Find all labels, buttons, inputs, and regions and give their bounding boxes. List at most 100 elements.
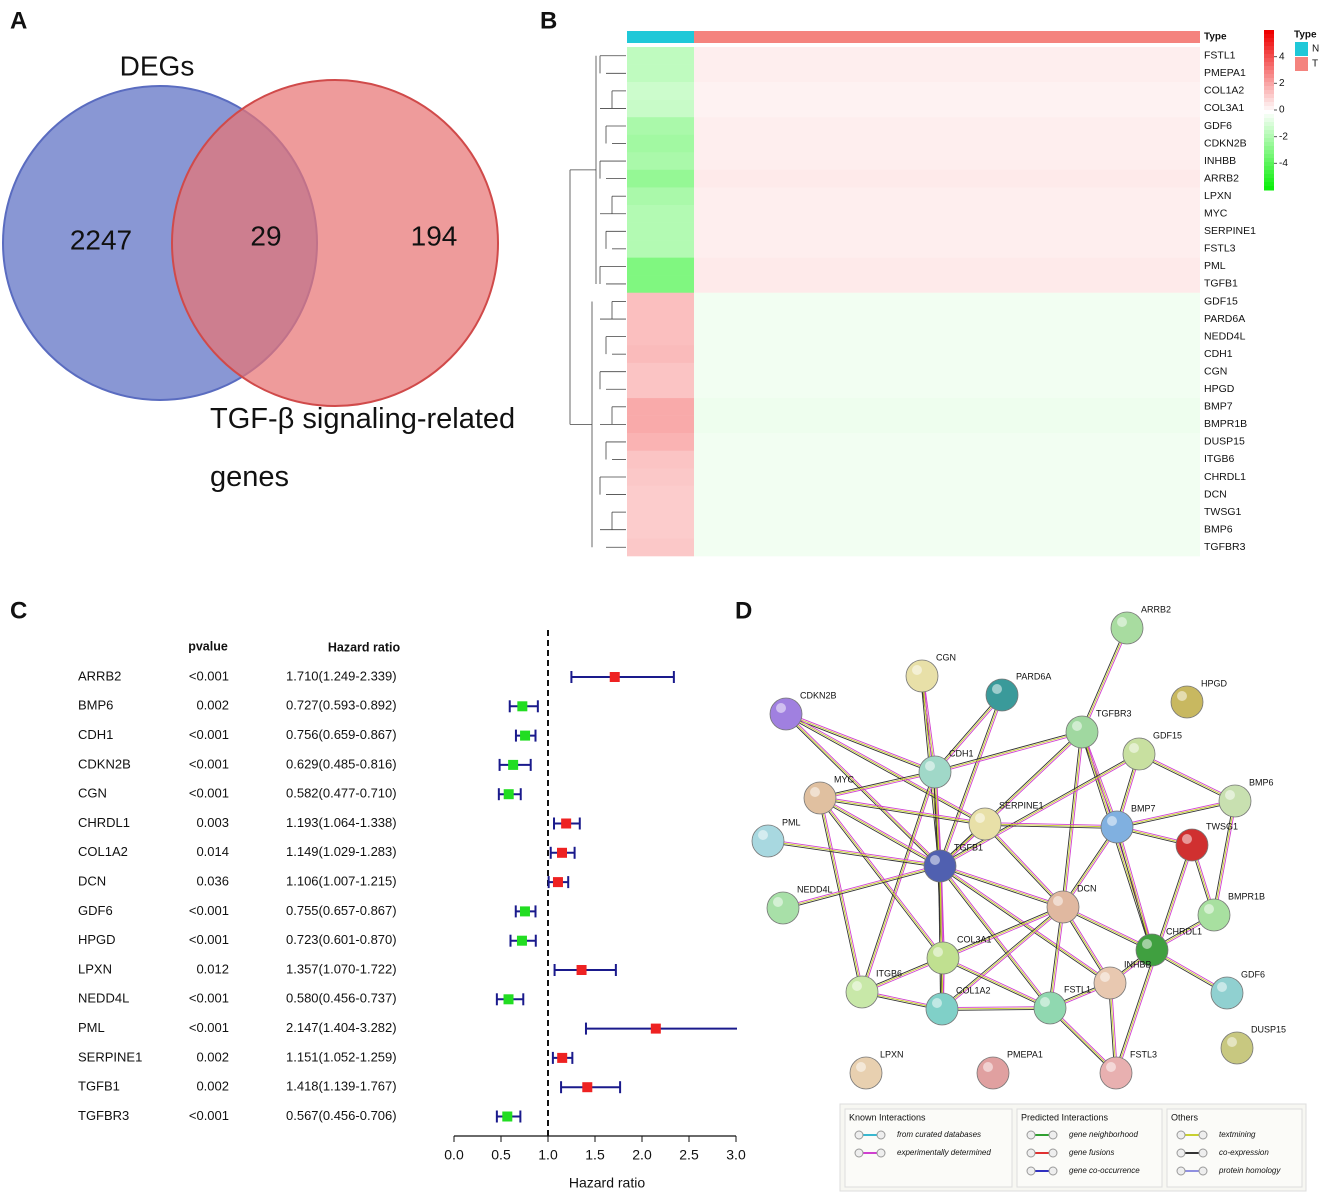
legend-dot (1198, 1130, 1208, 1140)
x-tick-label: 2.5 (679, 1147, 699, 1163)
heat-cell (694, 362, 1200, 381)
legend-box (1166, 1108, 1303, 1188)
edge (1062, 907, 1152, 952)
row-label: SERPINE1 (78, 1049, 142, 1064)
edge (940, 864, 1052, 1008)
heat-cell (694, 82, 1200, 100)
edge (938, 694, 1002, 866)
node-shine (1106, 1062, 1116, 1072)
colorbar-step (1264, 82, 1274, 87)
node (1210, 976, 1244, 1010)
legend-dot (1026, 1148, 1036, 1158)
node-shine (912, 665, 922, 675)
edge (942, 957, 1051, 1009)
pvalue: 0.002 (196, 1049, 229, 1064)
node-label: BMP7 (1131, 803, 1156, 813)
node-label: COL3A1 (957, 934, 992, 944)
node (1122, 737, 1156, 771)
colorbar-step (1264, 142, 1274, 147)
edge (1061, 731, 1082, 907)
set-circle (171, 79, 499, 407)
edge (785, 713, 986, 825)
colorbar-step (1264, 74, 1274, 79)
panel-label: D (735, 597, 752, 624)
node-shine (1182, 834, 1192, 844)
edge (819, 798, 985, 826)
edge (939, 865, 943, 1010)
node-shine (1117, 617, 1127, 627)
gene-label: GDF6 (1204, 120, 1232, 132)
hr-point (508, 759, 519, 770)
hr-point (517, 701, 528, 712)
heat-cell (627, 538, 694, 557)
gene-label: GDF15 (1204, 295, 1238, 307)
x-tick-label: 3.0 (726, 1147, 746, 1163)
node-label: PMEPA1 (1007, 1049, 1043, 1059)
edge (1116, 799, 1235, 827)
colorbar-step (1264, 46, 1274, 51)
colorbar-step (1264, 162, 1274, 167)
heat-cell (694, 187, 1200, 206)
heat-cell (627, 257, 694, 276)
node (1100, 810, 1134, 844)
x-tick-label: 1.5 (585, 1147, 605, 1163)
x-tick-label: 1.0 (538, 1147, 558, 1163)
hr-point (650, 1023, 661, 1034)
edge (940, 865, 944, 1009)
edge (940, 864, 1064, 907)
edge (1080, 732, 1117, 828)
hr-point (503, 994, 514, 1005)
node-shine (1177, 691, 1187, 701)
pvalue: <0.001 (189, 991, 229, 1006)
heat-cell (627, 345, 694, 364)
heat-cell (694, 415, 1200, 434)
legend-dot (1026, 1130, 1036, 1140)
colorbar-step (1264, 174, 1274, 179)
node-shine (933, 947, 943, 957)
heat-cell (694, 503, 1200, 522)
colorbar-step (1264, 38, 1274, 43)
edge (938, 866, 1110, 985)
edge (1115, 827, 1152, 951)
colorbar-step (1264, 182, 1274, 187)
edge (1117, 826, 1154, 950)
heat-cell (694, 240, 1200, 258)
row-label: ARRB2 (78, 668, 121, 683)
panel-label: A (10, 7, 27, 34)
legend-dot (876, 1130, 886, 1140)
edge (934, 731, 1083, 773)
legend-dot (1048, 1166, 1058, 1176)
edge (935, 695, 1004, 774)
ratio-label: 1.151(1.052-1.259) (286, 1049, 397, 1064)
row-label: LPXN (78, 961, 112, 976)
legend-title: Type (1294, 30, 1317, 41)
heat-cell (694, 538, 1200, 557)
edge (1080, 627, 1127, 732)
node (1220, 1031, 1254, 1065)
edge (767, 840, 941, 867)
node-shine (1225, 790, 1235, 800)
node (751, 824, 785, 858)
set-label: DEGs (120, 50, 195, 81)
heat-cell (694, 117, 1200, 136)
colorbar-step (1264, 150, 1274, 155)
pvalue: 0.014 (196, 844, 229, 859)
node (769, 697, 803, 731)
node-label: CDKN2B (800, 690, 837, 700)
edge (1214, 801, 1237, 916)
legend-dot (1048, 1148, 1058, 1158)
edge (941, 906, 1064, 1010)
legend-dot (1176, 1148, 1186, 1158)
gene-label: TGFB1 (1204, 278, 1238, 290)
node (905, 659, 939, 693)
hr-point (557, 847, 568, 858)
edge (940, 905, 1063, 1009)
edge (1062, 906, 1153, 951)
node (803, 781, 837, 815)
ratio-label: 1.149(1.029-1.283) (286, 844, 397, 859)
node-shine (1204, 904, 1214, 914)
node-shine (1053, 896, 1063, 906)
edge (819, 797, 944, 959)
legend-title: Known Interactions (849, 1112, 926, 1122)
colorbar-step (1264, 166, 1274, 171)
